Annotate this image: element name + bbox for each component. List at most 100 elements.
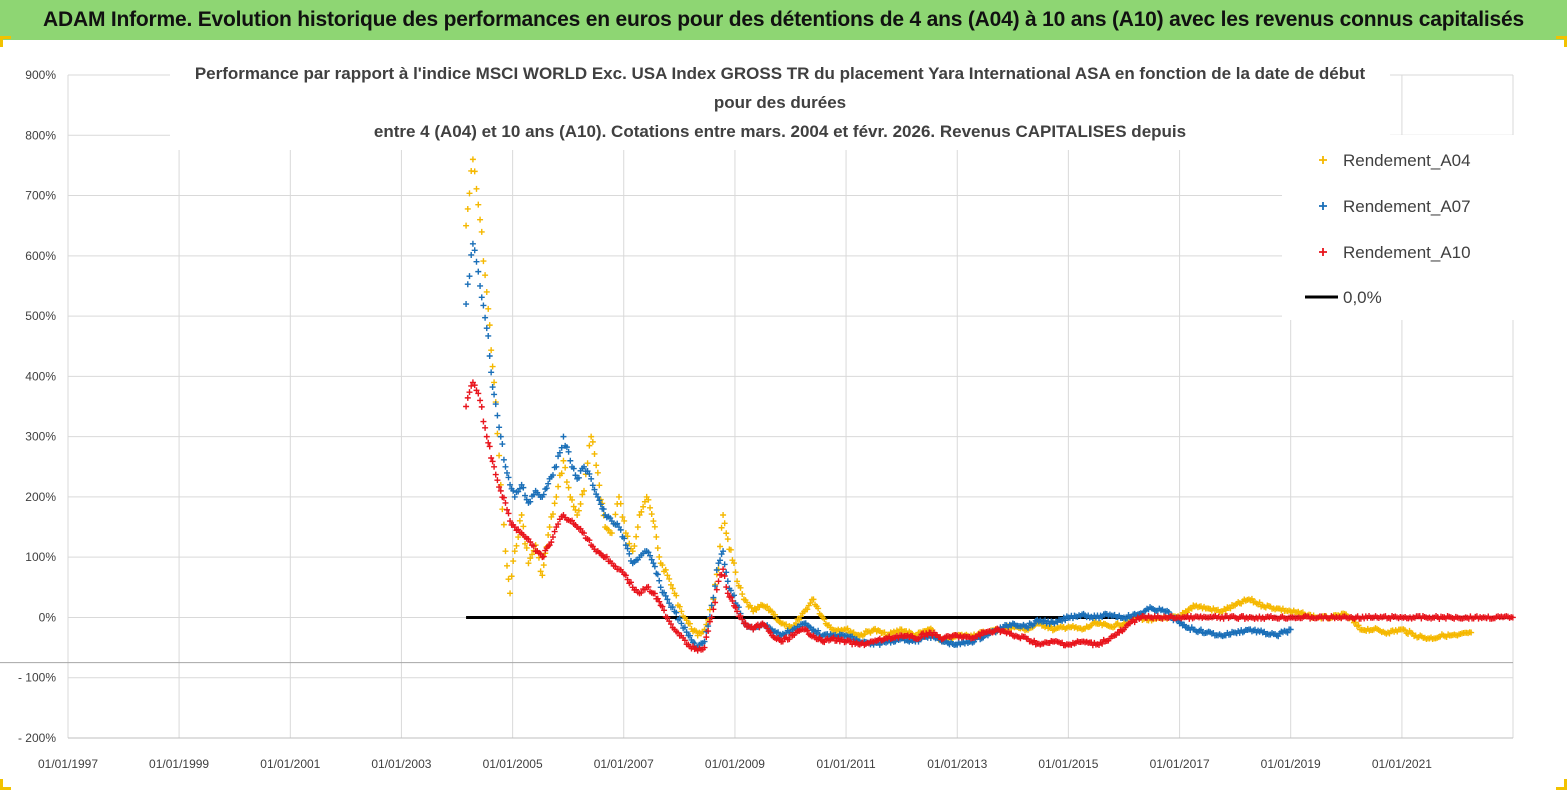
data-point [577,500,584,507]
y-axis-ticks: 900% 800% 700% 600% 500% 400% 300% 200% 100% 0% - … [18,68,56,745]
data-point [523,544,530,551]
data-point [523,496,530,503]
x-tick-label: 01/01/2017 [1150,757,1210,771]
data-point [1248,595,1255,602]
data-point [701,638,708,645]
data-point [616,493,623,500]
data-point [624,533,631,540]
data-point [667,621,674,628]
data-point [664,596,671,603]
data-point [466,273,473,280]
data-point [1165,609,1172,616]
data-point [555,483,562,490]
data-point [555,521,562,528]
data-point [522,492,529,499]
data-point [507,481,514,488]
data-point [734,578,741,585]
data-point [662,592,669,599]
data-point [478,294,485,301]
data-point [485,439,492,446]
data-point [471,168,478,175]
data-point [721,520,728,527]
data-point [727,587,734,594]
data-point [621,535,628,542]
data-point [540,491,547,498]
data-point [737,612,744,619]
data-point [796,616,803,623]
data-point [500,456,507,463]
data-point [693,628,700,635]
data-point [734,608,741,615]
data-point [727,594,734,601]
data-point [617,500,624,507]
chart-title-line: entre 4 (A04) et 10 ans (A10). Cotations… [374,122,1186,141]
data-point [1099,640,1106,647]
data-point [717,543,724,550]
x-tick-label: 01/01/2015 [1038,757,1098,771]
data-point [546,524,553,531]
data-point [647,552,654,559]
data-point [497,433,504,440]
data-point [683,629,690,636]
data-point [491,463,498,470]
data-point [720,548,727,555]
y-tick-label: 200% [25,490,56,504]
data-point [464,394,471,401]
data-point [482,314,489,321]
data-point [468,251,475,258]
data-point [463,301,470,308]
data-point [1062,617,1069,624]
data-point [545,531,552,538]
data-point [634,524,641,531]
data-point [569,517,576,524]
x-tick-label: 01/01/2011 [816,757,875,771]
data-point [527,498,534,505]
data-point [1227,605,1234,612]
data-point [645,496,652,503]
data-point [723,584,730,591]
data-point [494,412,501,419]
x-tick-label: 01/01/2007 [594,757,654,771]
data-point [742,620,749,627]
data-point [721,561,728,568]
data-point [617,526,624,533]
data-point [739,591,746,598]
data-point [491,379,498,386]
y-tick-label: - 200% [18,731,56,745]
chart-series [463,156,1516,654]
y-tick-label: 500% [25,309,56,323]
data-point [475,268,482,275]
data-point [653,533,660,540]
data-point [804,606,811,613]
corner-marker [0,36,11,47]
y-tick-label: - 100% [18,671,56,685]
data-point [464,281,471,288]
data-point [650,560,657,567]
chart-title-line: pour des durées [714,93,846,112]
data-point [537,568,544,575]
performance-chart: 900% 800% 700% 600% 500% 400% 300% 200% 100% 0% - … [0,60,1516,771]
data-point [849,633,856,640]
data-point [551,528,558,535]
data-point [478,228,485,235]
data-point [591,486,598,493]
data-point [482,424,489,431]
data-point [605,526,612,533]
data-point [729,598,736,605]
data-point [591,450,598,457]
data-point [478,403,485,410]
y-tick-label: 900% [25,68,56,82]
data-point [721,573,728,580]
data-point [708,602,715,609]
data-point [712,599,719,606]
data-point [681,637,688,644]
data-point [563,444,570,451]
data-point [708,614,715,621]
data-point [510,558,517,565]
x-tick-label: 01/01/2003 [371,757,431,771]
y-tick-label: 100% [25,550,56,564]
corner-marker [1556,779,1567,790]
data-point [676,615,683,622]
data-point [651,523,658,530]
x-axis-ticks: 01/01/1997 01/01/1999 01/01/2001 01/01/2003… [38,757,1432,771]
